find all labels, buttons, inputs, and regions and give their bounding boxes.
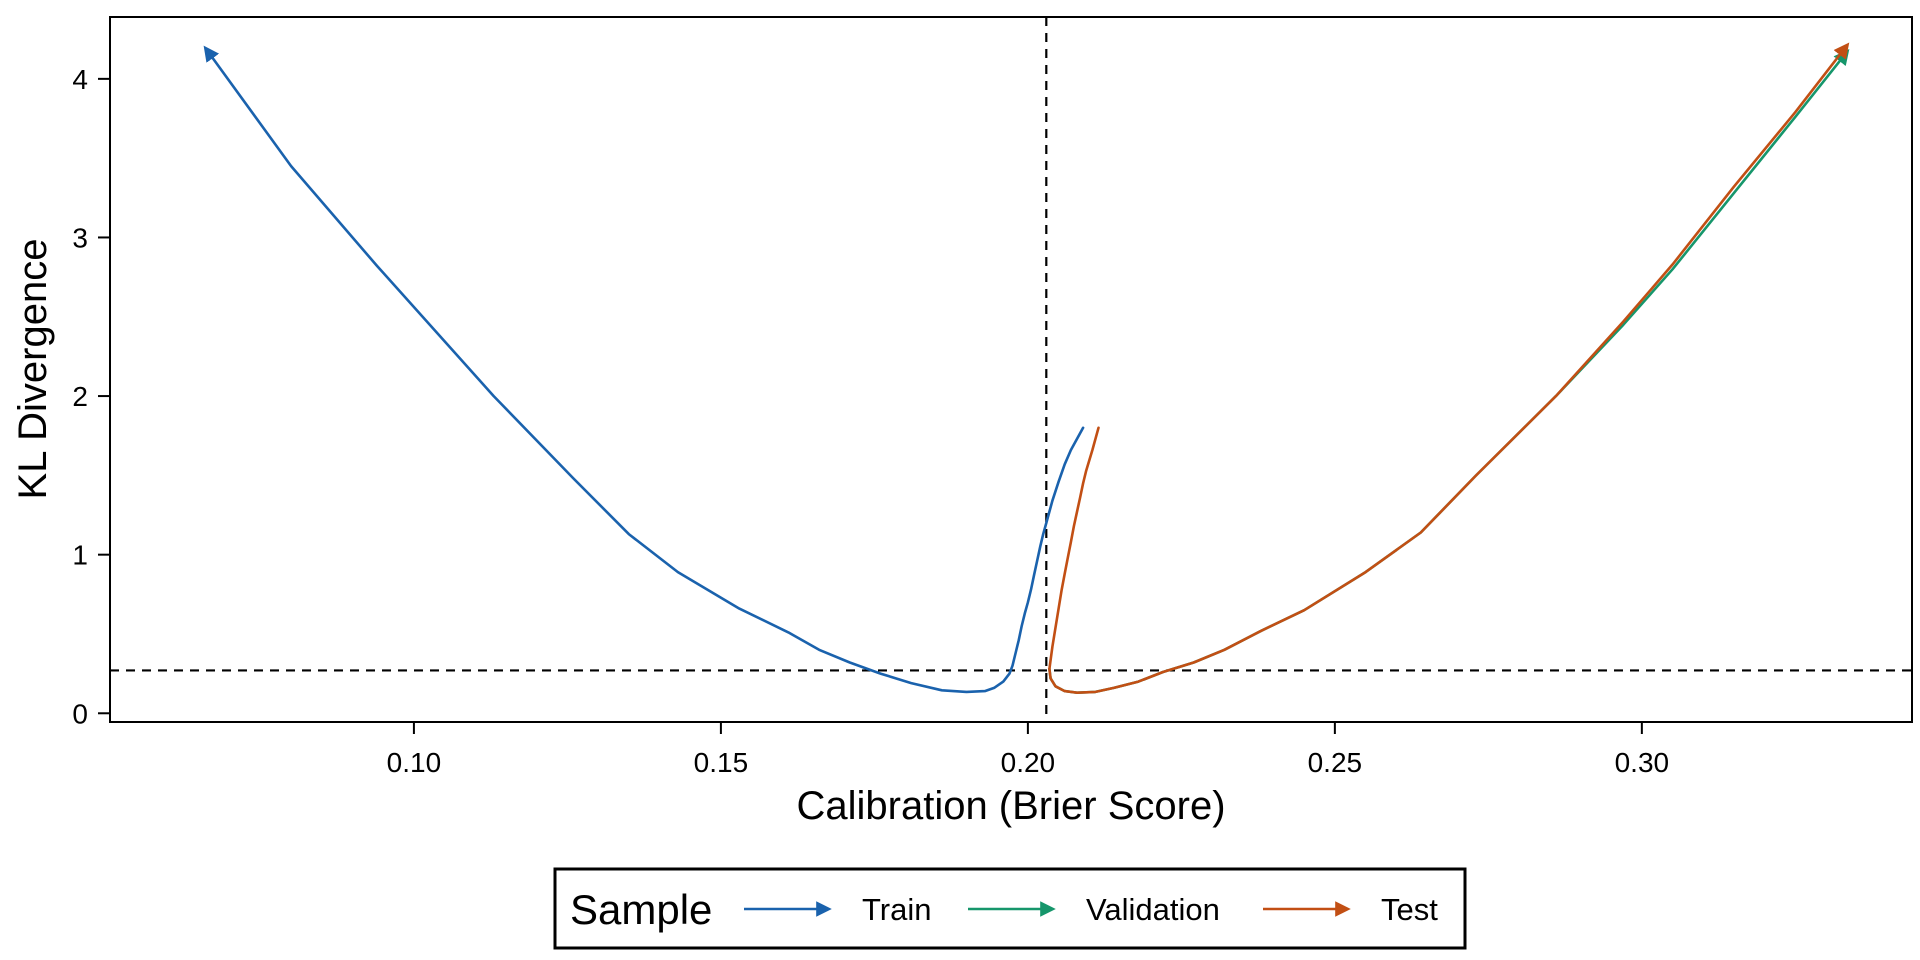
axes: 0.10 0.15 0.20 0.25 0.30 0 1 2 3 4	[72, 64, 1669, 778]
legend-label-validation: Validation	[1086, 892, 1220, 927]
series-line-test	[1048, 42, 1850, 694]
x-axis-title: Calibration (Brier Score)	[796, 784, 1225, 828]
y-tick-label: 1	[72, 540, 88, 571]
y-tick-label: 4	[72, 64, 88, 95]
series-line-train	[203, 45, 1085, 694]
series-line-validation	[1048, 48, 1850, 694]
series	[203, 42, 1850, 694]
y-tick-label: 2	[72, 381, 88, 412]
series-line-test-branch	[1048, 426, 1100, 671]
y-axis-title: KL Divergence	[11, 239, 55, 500]
plot-frame	[109, 16, 1913, 723]
legend: Sample Train Validation Test	[553, 867, 1467, 950]
y-tick-label: 3	[72, 222, 88, 253]
legend-title: Sample	[570, 886, 712, 933]
reference-lines	[110, 17, 1912, 722]
x-tick-label: 0.30	[1615, 747, 1670, 778]
x-tick-label: 0.25	[1308, 747, 1363, 778]
x-tick-label: 0.15	[694, 747, 749, 778]
legend-label-train: Train	[862, 892, 931, 927]
x-tick-label: 0.20	[1001, 747, 1056, 778]
legend-label-test: Test	[1381, 892, 1438, 927]
y-tick-label: 0	[72, 698, 88, 729]
legend-items: Train Validation Test	[744, 892, 1438, 927]
x-tick-label: 0.10	[387, 747, 442, 778]
